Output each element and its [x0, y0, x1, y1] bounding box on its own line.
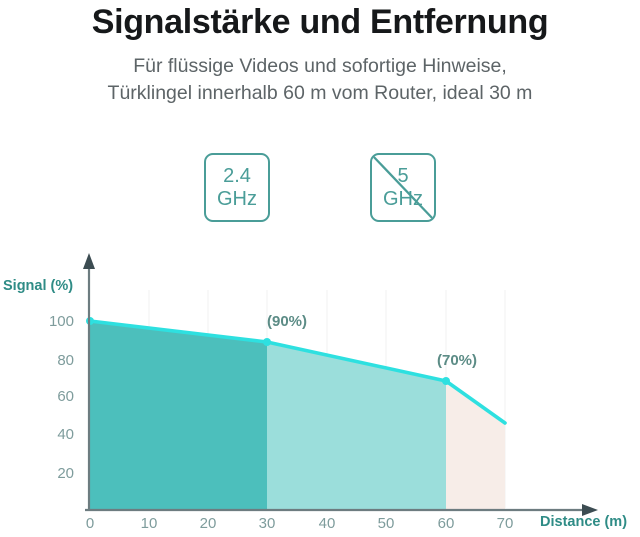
y-tick-label: 40 [57, 426, 74, 443]
badge-5ghz[interactable]: 5 GHz [370, 153, 436, 222]
y-tick-label: 60 [57, 388, 74, 405]
signal-strength-chart: Signal (%) Distance (m) 100 80 60 40 20 … [0, 250, 640, 537]
page-subtitle-line-2: Türklingel innerhalb 60 m vom Router, id… [107, 82, 533, 104]
chart-canvas [83, 253, 598, 516]
x-tick-label: 60 [437, 515, 455, 532]
x-tick-label: 70 [496, 515, 514, 532]
page-subtitle: Für flüssige Videos und sofortige Hinwei… [0, 42, 640, 107]
x-tick-label: 50 [377, 515, 395, 532]
badge-5ghz-value: 5 [397, 164, 409, 187]
y-tick-label: 20 [57, 465, 74, 482]
badge-2-4ghz-unit: GHz [217, 187, 257, 210]
badge-2-4ghz-value: 2.4 [223, 164, 251, 187]
y-axis-arrow-icon [83, 253, 95, 269]
zone-medium-area [267, 342, 446, 510]
frequency-band-badges: 2.4 GHz 5 GHz [0, 153, 640, 223]
annotation-70-percent: (70%) [437, 352, 478, 369]
badge-5ghz-text: 5 GHz [372, 165, 434, 211]
y-axis-title: Signal (%) [3, 278, 74, 294]
signal-decay-line [88, 319, 507, 425]
y-tick-label: 100 [48, 313, 74, 330]
x-tick-label: 20 [199, 515, 217, 532]
badge-5ghz-unit: GHz [383, 187, 423, 210]
badge-2-4ghz-text: 2.4 GHz [206, 165, 268, 211]
badge-2-4ghz[interactable]: 2.4 GHz [204, 153, 270, 222]
annotation-90-percent: (90%) [267, 313, 308, 330]
x-tick-label: 40 [318, 515, 336, 532]
x-tick-label: 10 [140, 515, 158, 532]
x-axis-title: Distance (m) [540, 514, 628, 530]
strikethrough-icon [373, 156, 433, 219]
data-point-marker[interactable] [263, 338, 271, 346]
x-tick-label: 0 [85, 515, 95, 532]
x-axis-arrow-icon [582, 504, 598, 516]
page-subtitle-line-1: Für flüssige Videos und sofortige Hinwei… [133, 55, 507, 77]
y-tick-label: 80 [57, 352, 74, 369]
data-point-marker[interactable] [442, 377, 450, 385]
x-tick-label: 30 [258, 515, 276, 532]
page-title: Signalstärke und Entfernung [91, 3, 549, 41]
page-header: Signalstärke und Entfernung Für flüssige… [0, 0, 640, 107]
zone-strong-area [90, 321, 267, 510]
